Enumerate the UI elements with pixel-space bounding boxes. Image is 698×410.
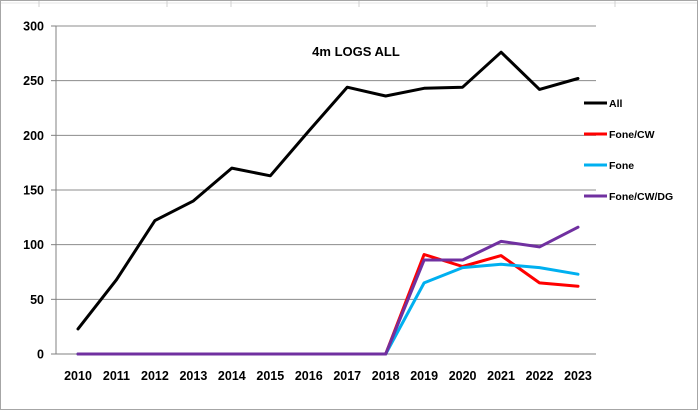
legend-label: Fone/CW: [609, 129, 655, 141]
gridlines: [51, 25, 596, 355]
x-tick-label: 2021: [487, 369, 515, 383]
y-tick-label: 150: [23, 184, 44, 198]
series-line-fone-cw-dg: [76, 225, 580, 356]
x-tick-label: 2020: [449, 369, 477, 383]
legend-label: Fone: [609, 160, 634, 172]
series-line-fone: [76, 262, 580, 356]
x-tick-label: 2016: [295, 369, 323, 383]
y-tick-label: 50: [30, 293, 44, 307]
x-tick-label: 2014: [218, 369, 246, 383]
series-line-fone-cw: [76, 253, 580, 356]
data-series: [76, 50, 580, 356]
x-tick-label: 2013: [179, 369, 207, 383]
x-tick-label: 2022: [526, 369, 554, 383]
x-tick-label: 2015: [256, 369, 284, 383]
chart-title: 4m LOGS ALL: [312, 44, 400, 59]
legend-label: All: [609, 98, 623, 110]
x-tick-label: 2011: [103, 369, 130, 383]
x-tick-label: 2012: [141, 369, 169, 383]
y-tick-label: 250: [23, 74, 44, 88]
x-tick-label: 2010: [64, 369, 92, 383]
y-tick-label: 0: [37, 348, 44, 362]
x-tick-label: 2017: [333, 369, 361, 383]
x-tick-label: 2019: [410, 369, 438, 383]
x-tick-label: 2018: [372, 369, 400, 383]
legend-label: Fone/CW/DG: [609, 191, 673, 203]
y-tick-label: 300: [23, 20, 44, 34]
series-line-all: [76, 50, 580, 331]
x-tick-label: 2023: [564, 369, 592, 383]
y-tick-label: 100: [23, 238, 44, 252]
y-tick-labels: 0 50 100 150 200 250 300: [23, 20, 44, 362]
x-tick-labels: 2010 2011 2012 2013 2014 2015 2016 2017 2018 2019…: [64, 369, 592, 383]
legend: All Fone/CW Fone Fone/CW/DG: [584, 98, 673, 203]
y-tick-label: 200: [23, 129, 44, 143]
